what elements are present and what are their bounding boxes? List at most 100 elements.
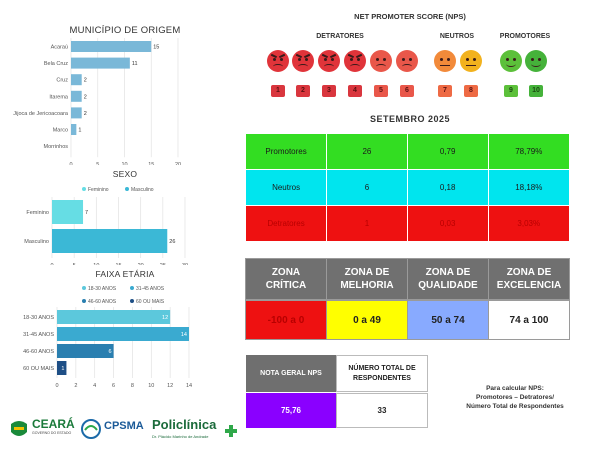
- x-tick-label: 0: [55, 383, 58, 389]
- municipio-chart: 0 5 10 15 20 Acaraú 15 Bela Cruz 11 Cruz 2 Itarema 2…: [13, 38, 181, 165]
- chart2-title: SEXO: [112, 169, 138, 179]
- legend-marker: [82, 187, 86, 191]
- zone-range: -100 a 0: [245, 300, 327, 340]
- cpsma-logo: CPSMA: [80, 417, 152, 443]
- category-label: Masculino: [24, 239, 49, 245]
- nps-scale-pill: 7: [438, 85, 452, 97]
- category-label: 31-45 ANOS: [23, 332, 54, 338]
- nps-face-icon: [267, 50, 289, 72]
- x-tick-label: 6: [112, 383, 115, 389]
- category-label: Cruz: [56, 78, 68, 84]
- nps-score-value: 75,76: [246, 393, 336, 428]
- nps-scale-pill: 5: [374, 85, 388, 97]
- total-respondents-label: NÚMERO TOTAL DE RESPONDENTES: [336, 355, 428, 392]
- bar: [71, 74, 82, 86]
- summary-row: Detratores 1 0,03 3,03%: [244, 205, 571, 242]
- ceara-logo-text: CEARÁ: [32, 417, 75, 431]
- legend-label: 31-45 ANOS: [136, 286, 165, 292]
- ceara-logo-sub: GOVERNO DO ESTADO: [32, 431, 72, 435]
- legend-label: 60 OU MAIS: [136, 299, 165, 305]
- nps-formula: Para calcular NPS: Promotores – Detrator…: [445, 384, 585, 411]
- x-tick-label: 12: [167, 383, 173, 389]
- formula-line-1: Para calcular NPS:: [486, 385, 544, 392]
- nps-face-icon: [396, 50, 418, 72]
- legend-label: 18-30 ANOS: [88, 286, 117, 292]
- x-tick-label: 15: [115, 263, 121, 265]
- summary-count: 26: [326, 133, 408, 170]
- data-label: 12: [162, 315, 168, 321]
- category-label: Bela Cruz: [44, 61, 68, 67]
- nps-scale-pill: 2: [296, 85, 310, 97]
- category-label: 46-60 ANOS: [23, 349, 54, 355]
- category-label: Feminino: [26, 210, 49, 216]
- nps-face-icon: [500, 50, 522, 72]
- x-tick-label: 10: [93, 263, 99, 265]
- data-label: 7: [85, 210, 88, 216]
- category-label: Itarema: [49, 94, 69, 100]
- data-label: 15: [153, 45, 159, 51]
- zone-title: ZONA CRÍTICA: [245, 258, 327, 300]
- period-title: SETEMBRO 2025: [369, 114, 451, 124]
- data-label: 2: [84, 111, 87, 117]
- bar: [52, 200, 84, 224]
- detratores-label: DETRATORES: [316, 33, 364, 40]
- zone-range: 74 a 100: [488, 300, 570, 340]
- summary-ratio: 0,18: [406, 169, 489, 206]
- x-tick-label: 2: [74, 383, 77, 389]
- formula-line-3: Número Total de Respondentes: [466, 403, 564, 410]
- summary-label: Detratores: [244, 205, 328, 242]
- summary-count: 1: [326, 205, 408, 242]
- legend-marker: [82, 299, 86, 303]
- summary-count: 6: [326, 169, 408, 206]
- data-label: 1: [61, 366, 64, 372]
- x-tick-label: 5: [96, 162, 99, 165]
- cpsma-emblem-icon: [81, 419, 101, 439]
- category-label: Morrinhos: [44, 144, 69, 150]
- bar: [57, 327, 189, 341]
- zone-title: ZONA DE QUALIDADE: [407, 258, 489, 300]
- zone-title: ZONA DE MELHORIA: [326, 258, 408, 300]
- medical-cross-icon: [225, 425, 237, 437]
- nps-face-icon: [292, 50, 314, 72]
- x-tick-label: 20: [175, 162, 181, 165]
- chart1-title: MUNICÍPIO DE ORIGEM: [69, 25, 181, 36]
- category-label: 18-30 ANOS: [23, 315, 54, 321]
- policlinica-logo-text: Policlínica: [152, 417, 217, 432]
- data-label: 2: [84, 94, 87, 100]
- bar: [71, 107, 82, 119]
- nps-face-icon: [344, 50, 366, 72]
- neutros-label: NEUTROS: [439, 33, 475, 40]
- cpsma-logo-text: CPSMA: [104, 420, 144, 432]
- category-label: Marco: [53, 128, 68, 134]
- bar: [57, 361, 67, 375]
- faixa-etaria-chart: 0 2 4 6 8 10 12 14 18-30 ANOS 31-45 ANOS 46-60 ANO…: [23, 286, 192, 389]
- legend-marker: [125, 187, 129, 191]
- chart3-title: FAIXA ETÁRIA: [95, 269, 155, 279]
- category-label: 60 OU MAIS: [23, 366, 54, 372]
- data-label: 1: [78, 128, 81, 134]
- x-tick-label: 14: [186, 383, 192, 389]
- bar: [57, 344, 114, 358]
- summary-percent: 3,03%: [487, 205, 571, 242]
- category-label: Acaraú: [51, 45, 68, 51]
- data-label: 11: [132, 61, 138, 67]
- total-respondents-value: 33: [336, 393, 428, 428]
- nps-scale-pill: 9: [504, 85, 518, 97]
- x-tick-label: 15: [148, 162, 154, 165]
- ceara-emblem-icon: [11, 421, 27, 436]
- x-tick-label: 4: [93, 383, 96, 389]
- data-label: 26: [169, 239, 175, 245]
- nps-face-icon: [460, 50, 482, 72]
- summary-row: Promotores 26 0,79 78,79%: [244, 133, 571, 170]
- policlinica-logo: Policlínica Dr. Plácido Marinho de Andra…: [152, 415, 238, 443]
- x-tick-label: 20: [138, 263, 144, 265]
- bar: [71, 90, 82, 102]
- x-tick-label: 10: [148, 383, 154, 389]
- legend-label: Feminino: [88, 187, 109, 193]
- zone-range: 50 a 74: [407, 300, 489, 340]
- summary-label: Neutros: [244, 169, 328, 206]
- summary-percent: 18,18%: [487, 169, 571, 206]
- legend-label: Masculino: [131, 187, 154, 193]
- x-tick-label: 0: [69, 162, 72, 165]
- nps-scale-pill: 10: [529, 85, 543, 97]
